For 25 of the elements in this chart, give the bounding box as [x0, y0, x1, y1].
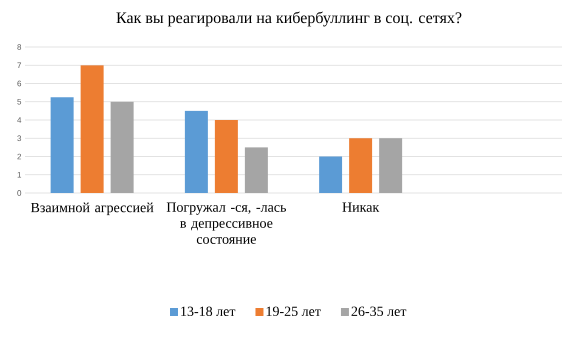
- y-tick-label: 3: [17, 135, 22, 142]
- y-tick-label: 8: [17, 44, 22, 50]
- x-tick-label: Взаимной агрессией: [30, 202, 154, 216]
- y-tick-label: 0: [17, 190, 22, 196]
- bar: [110, 102, 134, 193]
- chart-title: Как вы реагировали на кибербуллинг в соц. сетях?: [116, 12, 462, 26]
- y-tick-label: 6: [17, 80, 22, 86]
- legend-label: 19-25 лет: [266, 306, 321, 316]
- bar: [214, 120, 238, 193]
- legend-label: 13-18 лет: [181, 306, 236, 316]
- y-tick-label: 2: [17, 154, 22, 160]
- bar: [379, 138, 402, 193]
- bar: [80, 65, 104, 193]
- bar: [184, 110, 208, 193]
- x-tick-label: Погружал -ся, -лась в депрессивное состояние: [166, 202, 286, 244]
- bar: [349, 138, 372, 193]
- y-tick-label: 7: [17, 62, 22, 68]
- legend-label: 26-35 лет: [352, 306, 406, 316]
- x-tick-label: Никак: [342, 202, 380, 212]
- bar: [319, 156, 342, 193]
- y-tick-label: 1: [18, 172, 22, 178]
- bar: [50, 97, 74, 193]
- y-tick-label: 5: [17, 98, 22, 105]
- y-tick-label: 4: [17, 117, 22, 123]
- bar: [244, 147, 268, 193]
